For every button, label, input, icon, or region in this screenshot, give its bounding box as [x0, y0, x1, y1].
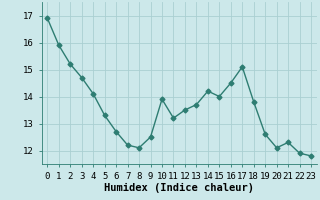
- X-axis label: Humidex (Indice chaleur): Humidex (Indice chaleur): [104, 183, 254, 193]
